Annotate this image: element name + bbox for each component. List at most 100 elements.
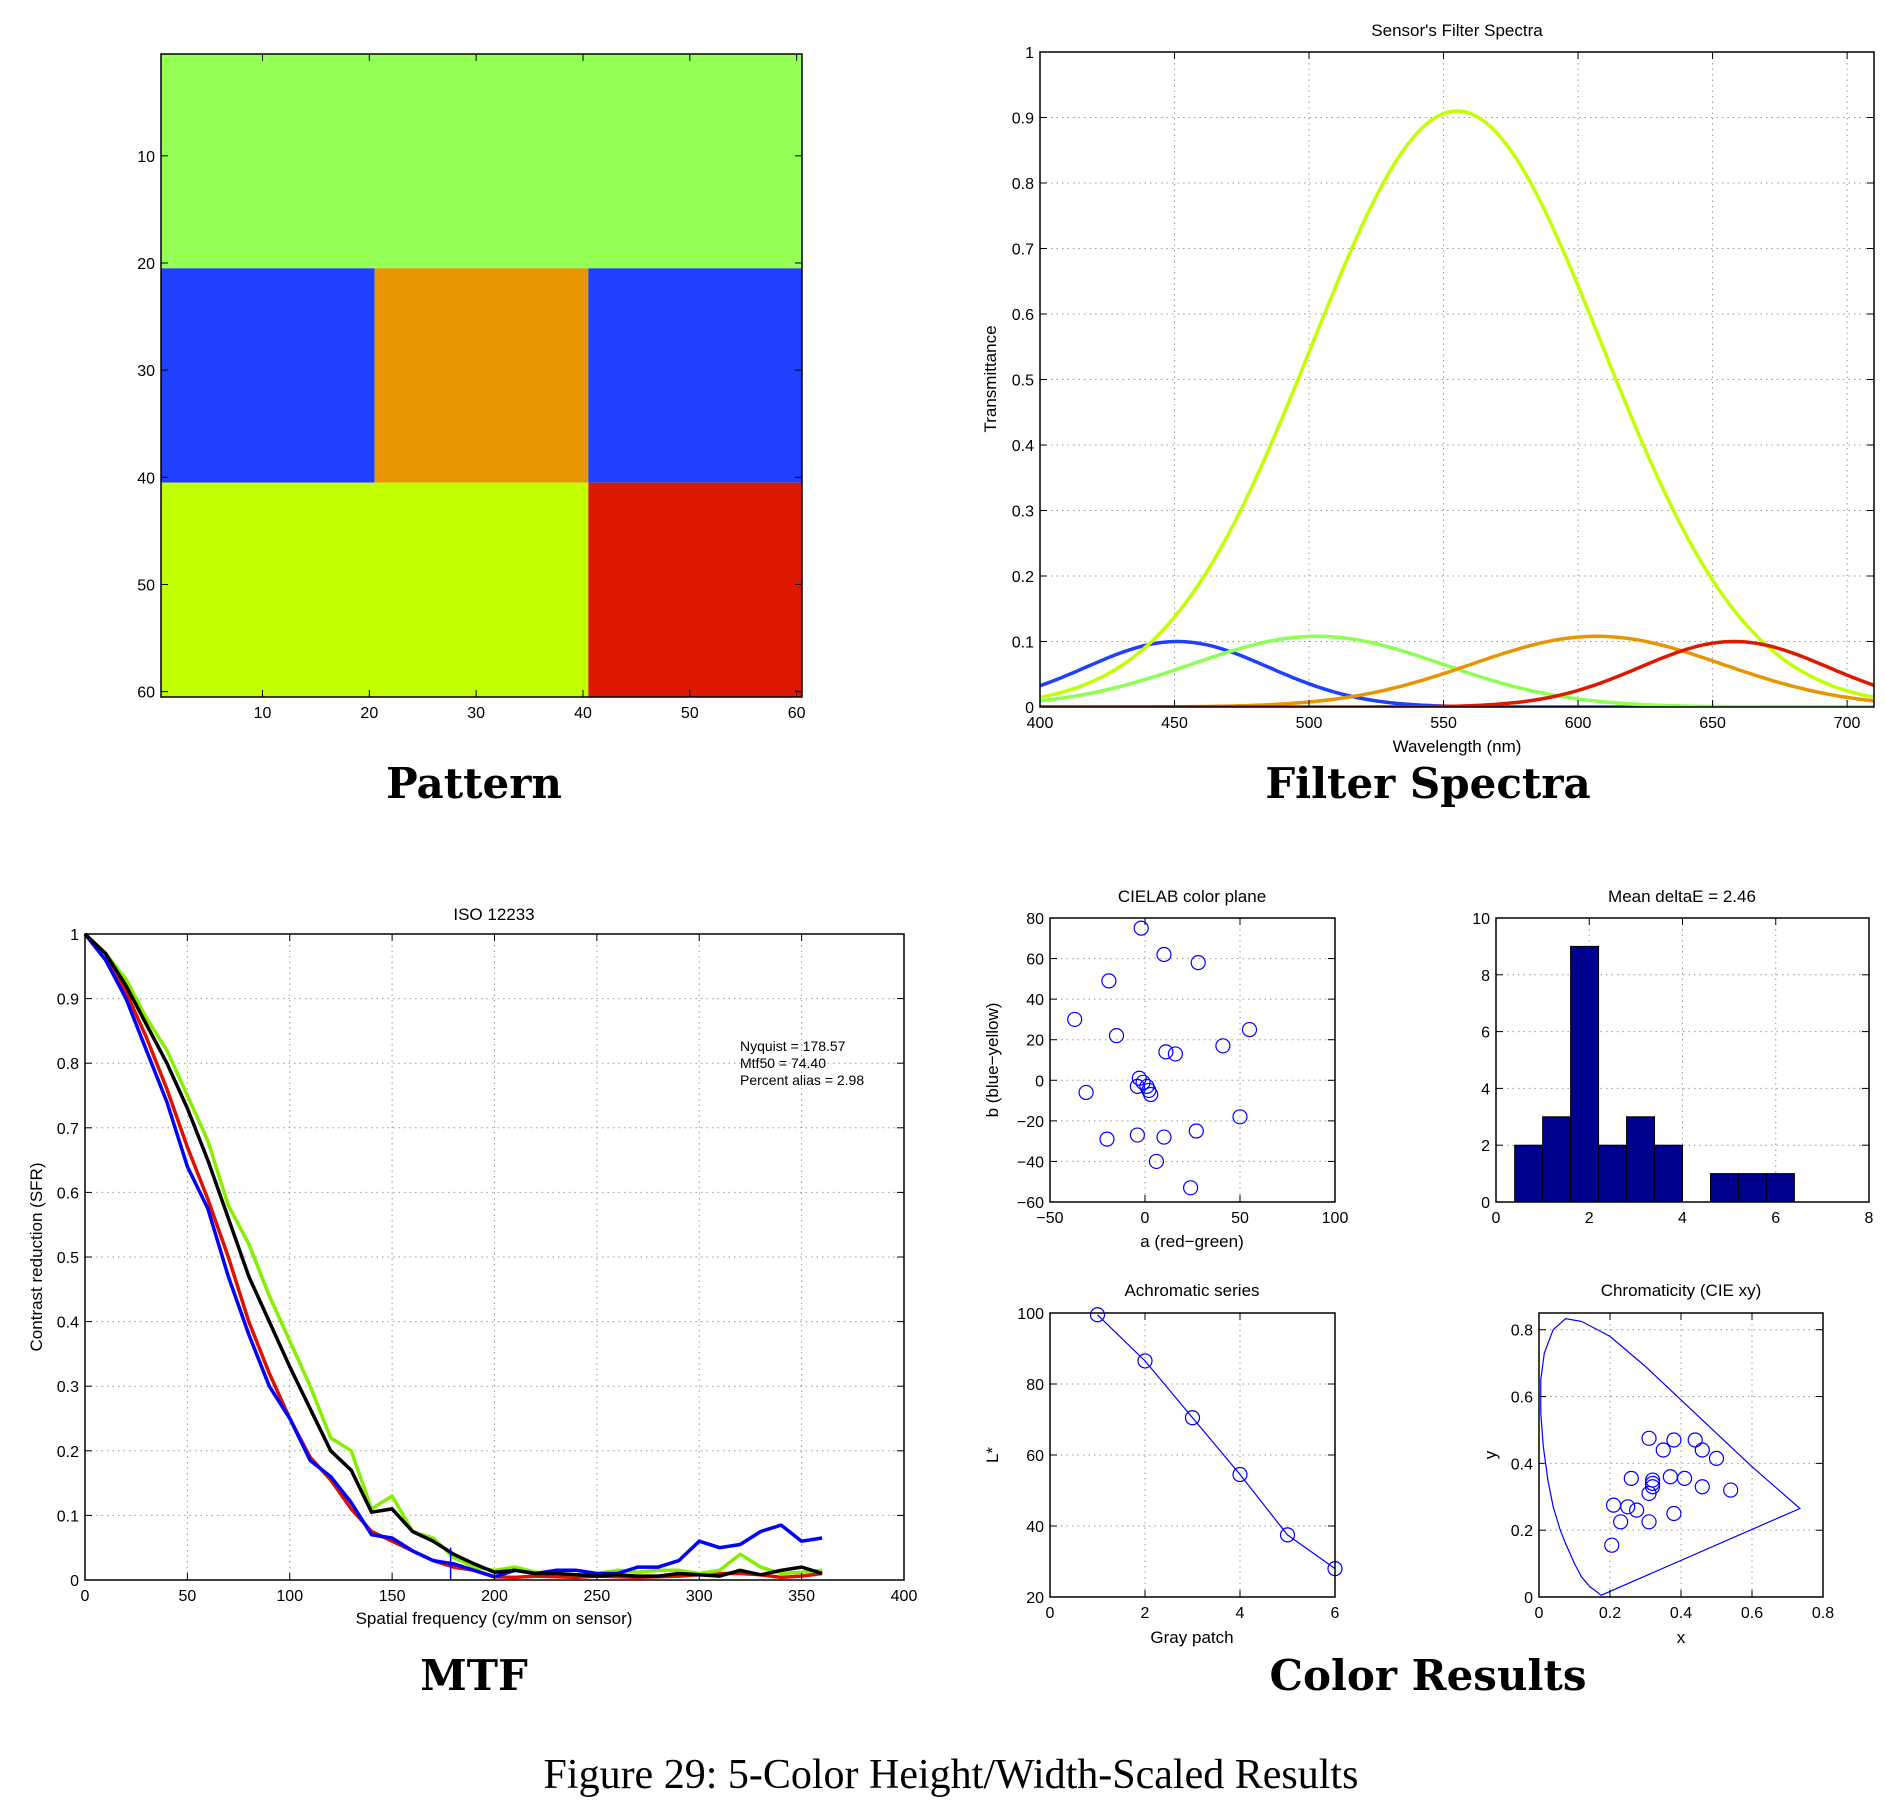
filter-tick-label-y: 0.6 [1012,307,1034,324]
mtf-tick-label-x: 300 [686,1588,713,1605]
chroma-point [1644,1475,1661,1492]
cielab-point [1101,973,1117,989]
pattern-tick-label-y: 60 [137,685,155,702]
chroma-point [1620,1499,1636,1515]
filter-tick-label-y: 0.8 [1012,176,1034,193]
cielab-tick-label-x: 50 [1231,1210,1249,1227]
mtf-tick-label-x: 50 [178,1588,196,1605]
mtf-axes-box [84,933,905,1581]
mtf-tick-label-y: 0.5 [57,1250,79,1267]
cielab-tick-label-x: 0 [1141,1210,1150,1227]
pattern-tick-label-x: 40 [574,705,592,722]
chroma-point [1666,1432,1682,1448]
filter-tick-label-y: 0.3 [1012,504,1034,521]
achrom-tick-label-y: 100 [1017,1306,1044,1323]
cielab-point [1108,1028,1125,1044]
chroma-point [1687,1432,1703,1448]
achrom-point [1184,1410,1201,1426]
hist-bar [1765,1173,1795,1203]
achrom-point [1232,1466,1248,1483]
cielab-point [1129,1078,1146,1094]
filter-tick-label-y: 1 [1025,45,1034,62]
cielab-tick-label-y: 40 [1026,992,1044,1009]
chroma-point [1629,1502,1645,1518]
figure-caption: Figure 29: 5-Color Height/Width-Scaled R… [544,1752,1359,1798]
cielab-point [1133,920,1149,936]
filter-chart: 400 450 500 550 600 650 700 0 0.1 0.2 0.3 0.4 0.5 0.6… [1012,45,1875,732]
mtf-xlabel: Spatial frequency (cy/mm on sensor) [356,1609,633,1628]
chroma-tick-label-y: 0.2 [1511,1523,1533,1540]
chroma-point [1694,1442,1710,1458]
mtf-tick-label-y: 0.9 [57,992,79,1009]
chroma-point [1676,1470,1693,1486]
mtf-ylabel: Contrast reduction (SFR) [27,1163,46,1352]
chroma-point [1708,1450,1725,1466]
chroma-point [1694,1479,1710,1495]
chroma-point [1613,1514,1629,1530]
mtf-tick-label-x: 150 [379,1588,406,1605]
pattern-block [588,268,802,483]
hist-bar [1570,945,1600,1203]
chroma-tick-label-x: 0.4 [1670,1605,1692,1622]
filter-tick-label-x: 500 [1296,715,1323,732]
filter-tick-label-y: 0.7 [1012,242,1034,259]
cielab-tick-label-y: −40 [1017,1154,1044,1171]
hist-tick-label-x: 6 [1771,1210,1780,1227]
panel-label-pattern: Pattern [386,759,562,808]
mtf-annotation-nyquist: Nyquist = 178.57 [740,1038,846,1054]
panel-label-color: Color Results [1270,1651,1587,1700]
filter-tick-label-y: 0.9 [1012,111,1034,128]
mtf-annotation-alias: Percent alias = 2.98 [740,1072,864,1088]
filter-tick-label-x: 450 [1161,715,1188,732]
cielab-tick-label-x: −50 [1036,1210,1063,1227]
mtf-tick-label-y: 0.7 [57,1121,79,1138]
hist-tick-label-y: 4 [1481,1081,1490,1098]
mtf-tick-label-x: 100 [276,1588,303,1605]
achrom-tick-label-y: 20 [1026,1590,1044,1607]
achrom-tick-label-y: 60 [1026,1448,1044,1465]
filter-tick-label-y: 0.1 [1012,635,1034,652]
pattern-block [374,268,589,483]
cielab-point [1190,955,1206,971]
cielab-axes-box [1049,917,1336,1203]
achrom-tick-label-x: 6 [1331,1605,1340,1622]
pattern-block [588,482,802,697]
cielab-tick-label-y: 60 [1026,952,1044,969]
mtf-series-line [83,932,823,1579]
mtf-tick-label-y: 1 [70,927,79,944]
chroma-point [1641,1514,1657,1530]
filter-title: Sensor's Filter Spectra [1371,21,1543,40]
chroma-point [1641,1430,1657,1446]
hist-tick-label-x: 2 [1585,1210,1594,1227]
chroma-chart: 0 0.2 0.4 0.6 0.8 0 0.2 0.4 0.6 0.8 [1511,1312,1834,1622]
filter-tick-label-y: 0.2 [1012,569,1034,586]
cielab-tick-label-y: 80 [1026,911,1044,928]
filter-tick-label-y: 0.4 [1012,438,1034,455]
pattern-block [161,482,589,697]
filter-tick-label-x: 650 [1699,715,1726,732]
mtf-tick-label-x: 0 [81,1588,90,1605]
chroma-xlabel: x [1677,1628,1686,1647]
chroma-tick-label-y: 0 [1524,1590,1533,1607]
mtf-title: ISO 12233 [453,905,534,924]
pattern-axes-box [160,53,803,698]
mtf-tick-label-x: 400 [891,1588,918,1605]
pattern-tick-label-x: 60 [788,705,806,722]
chroma-tick-label-y: 0.6 [1511,1390,1533,1407]
mtf-series-line [83,932,823,1578]
pattern-tick-label-y: 20 [137,256,155,273]
hist-tick-label-y: 6 [1481,1025,1490,1042]
chroma-tick-label-x: 0 [1535,1605,1544,1622]
chroma-ylabel: y [1481,1450,1500,1459]
cielab-point [1078,1084,1094,1101]
hist-tick-label-y: 10 [1472,911,1490,928]
hist-bar [1654,1144,1684,1203]
mtf-tick-label-x: 350 [788,1588,815,1605]
filter-tick-label-x: 550 [1430,715,1457,732]
cielab-point [1131,1070,1147,1086]
hist-bar [1542,1116,1572,1203]
cielab-point [1156,946,1172,963]
achrom-tick-label-x: 2 [1141,1605,1150,1622]
mtf-tick-label-y: 0.3 [57,1379,79,1396]
